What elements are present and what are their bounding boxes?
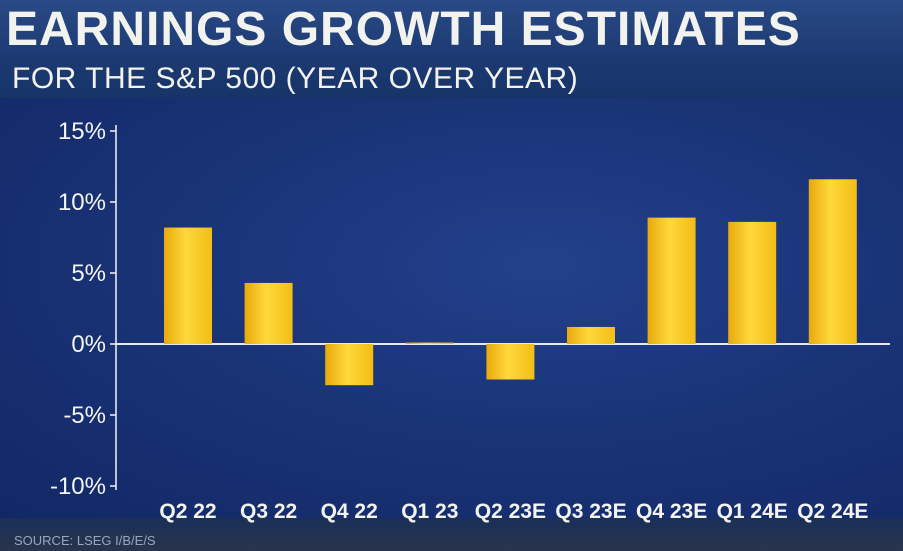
y-tick-label: 15% xyxy=(58,118,106,145)
bar-q1-23 xyxy=(405,342,454,344)
y-tick-label: 5% xyxy=(71,260,106,287)
y-tick-label: -5% xyxy=(63,402,106,429)
x-tick-label: Q4 23E xyxy=(636,500,707,523)
bar-q4-22 xyxy=(325,344,374,386)
bar-q2-24e xyxy=(808,179,857,344)
bar-q3-23e xyxy=(567,326,615,344)
y-tick-label: 0% xyxy=(71,331,106,358)
bar-q4-23e xyxy=(647,217,696,344)
y-tick-label: -10% xyxy=(50,473,106,500)
x-tick-label: Q4 22 xyxy=(321,500,378,523)
x-tick-label: Q2 23E xyxy=(475,500,546,523)
bar-q1-24e xyxy=(728,221,777,344)
x-tick-label: Q1 23 xyxy=(401,500,458,523)
chart-header: EARNINGS GROWTH ESTIMATES FOR THE S&P 50… xyxy=(0,0,903,98)
source-note: SOURCE: LSEG I/B/E/S xyxy=(14,533,156,548)
chart-title: EARNINGS GROWTH ESTIMATES xyxy=(6,3,801,56)
x-tick-label: Q3 22 xyxy=(240,500,297,523)
x-tick-label: Q2 24E xyxy=(797,500,868,523)
x-tick-label: Q3 23E xyxy=(555,500,626,523)
bar-q2-23e xyxy=(486,344,535,380)
bottom-band xyxy=(0,518,903,551)
chart-subtitle: FOR THE S&P 500 (YEAR OVER YEAR) xyxy=(12,62,579,95)
bar-q2-22 xyxy=(164,227,212,344)
x-tick-label: Q2 22 xyxy=(159,500,216,523)
bar-q3-22 xyxy=(244,282,293,344)
y-tick-label: 10% xyxy=(58,189,106,216)
x-tick-label: Q1 24E xyxy=(717,500,788,523)
